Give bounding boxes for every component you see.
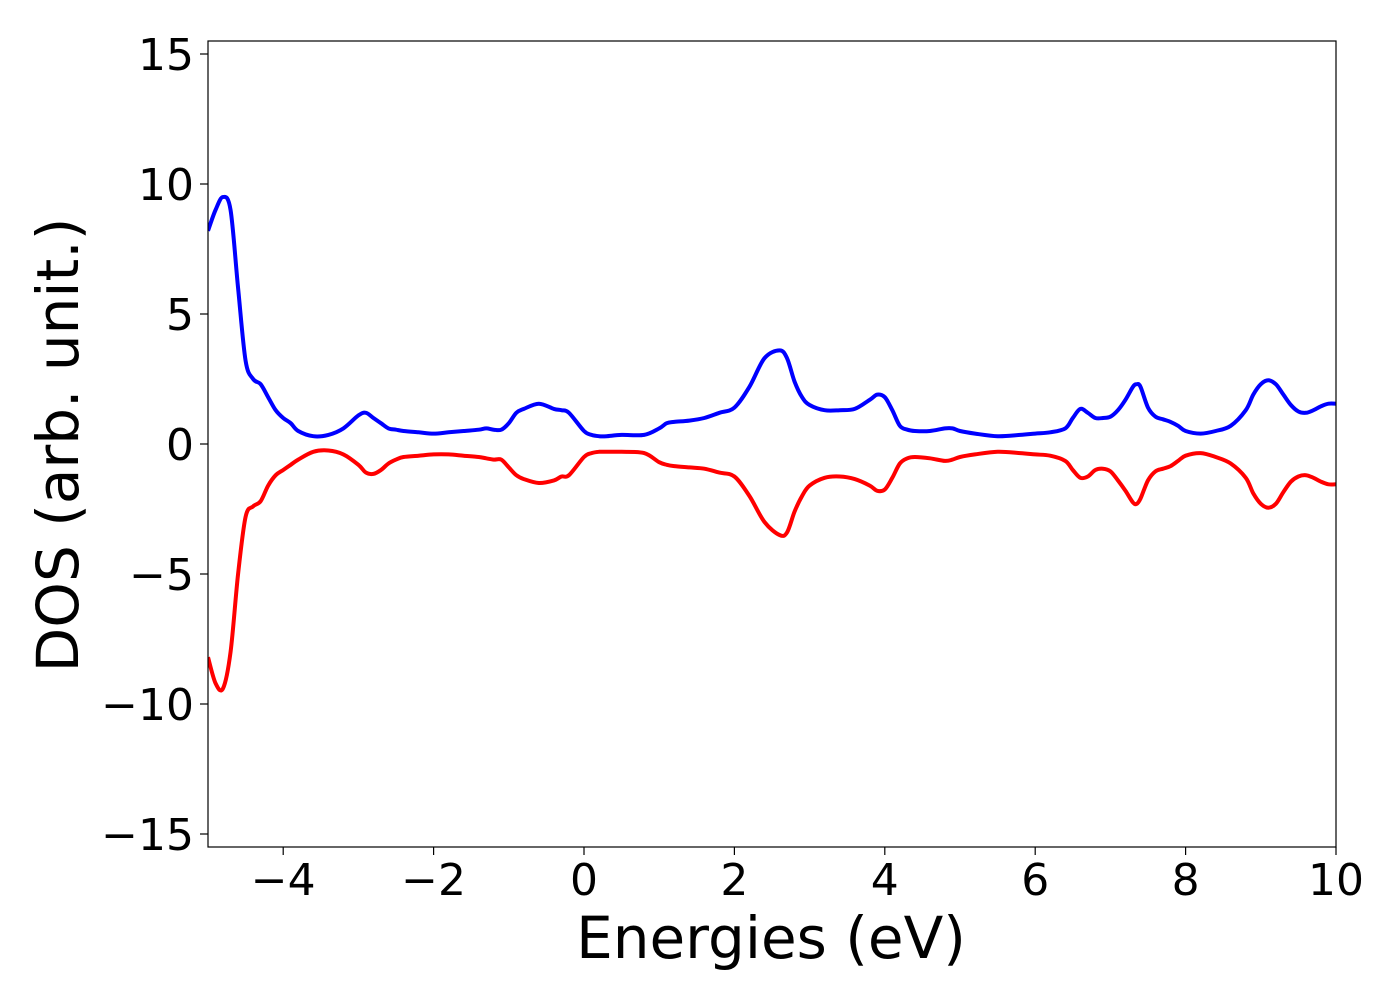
y-tick-label: 0 bbox=[166, 420, 194, 471]
y-tick-label: −5 bbox=[129, 550, 194, 601]
x-tick-label: 10 bbox=[1308, 855, 1364, 906]
y-axis: −15 −10 −5 0 5 10 15 bbox=[101, 30, 208, 861]
x-tick-label: 4 bbox=[871, 855, 899, 906]
y-axis-title: DOS (arb. unit.) bbox=[24, 218, 92, 673]
y-tick-label: 15 bbox=[138, 30, 194, 81]
x-tick-label: −4 bbox=[251, 855, 316, 906]
plot-area bbox=[207, 40, 1337, 848]
plot-frame bbox=[207, 40, 1337, 848]
x-tick-label: 6 bbox=[1021, 855, 1049, 906]
y-tick-label: −15 bbox=[101, 810, 194, 861]
x-tick-label: −2 bbox=[401, 855, 466, 906]
x-axis: −4 −2 0 2 4 6 8 10 bbox=[251, 847, 1364, 906]
y-tick-label: −10 bbox=[101, 680, 194, 731]
y-tick-label: 5 bbox=[166, 290, 194, 341]
series-line-spin-down bbox=[208, 448, 1336, 693]
series-line-spin-up bbox=[208, 194, 1336, 439]
y-tick-label: 10 bbox=[138, 160, 194, 211]
x-tick-label: 2 bbox=[720, 855, 748, 906]
x-tick-label: 0 bbox=[570, 855, 598, 906]
x-tick-label: 8 bbox=[1172, 855, 1200, 906]
x-axis-title: Energies (eV) bbox=[576, 904, 966, 972]
